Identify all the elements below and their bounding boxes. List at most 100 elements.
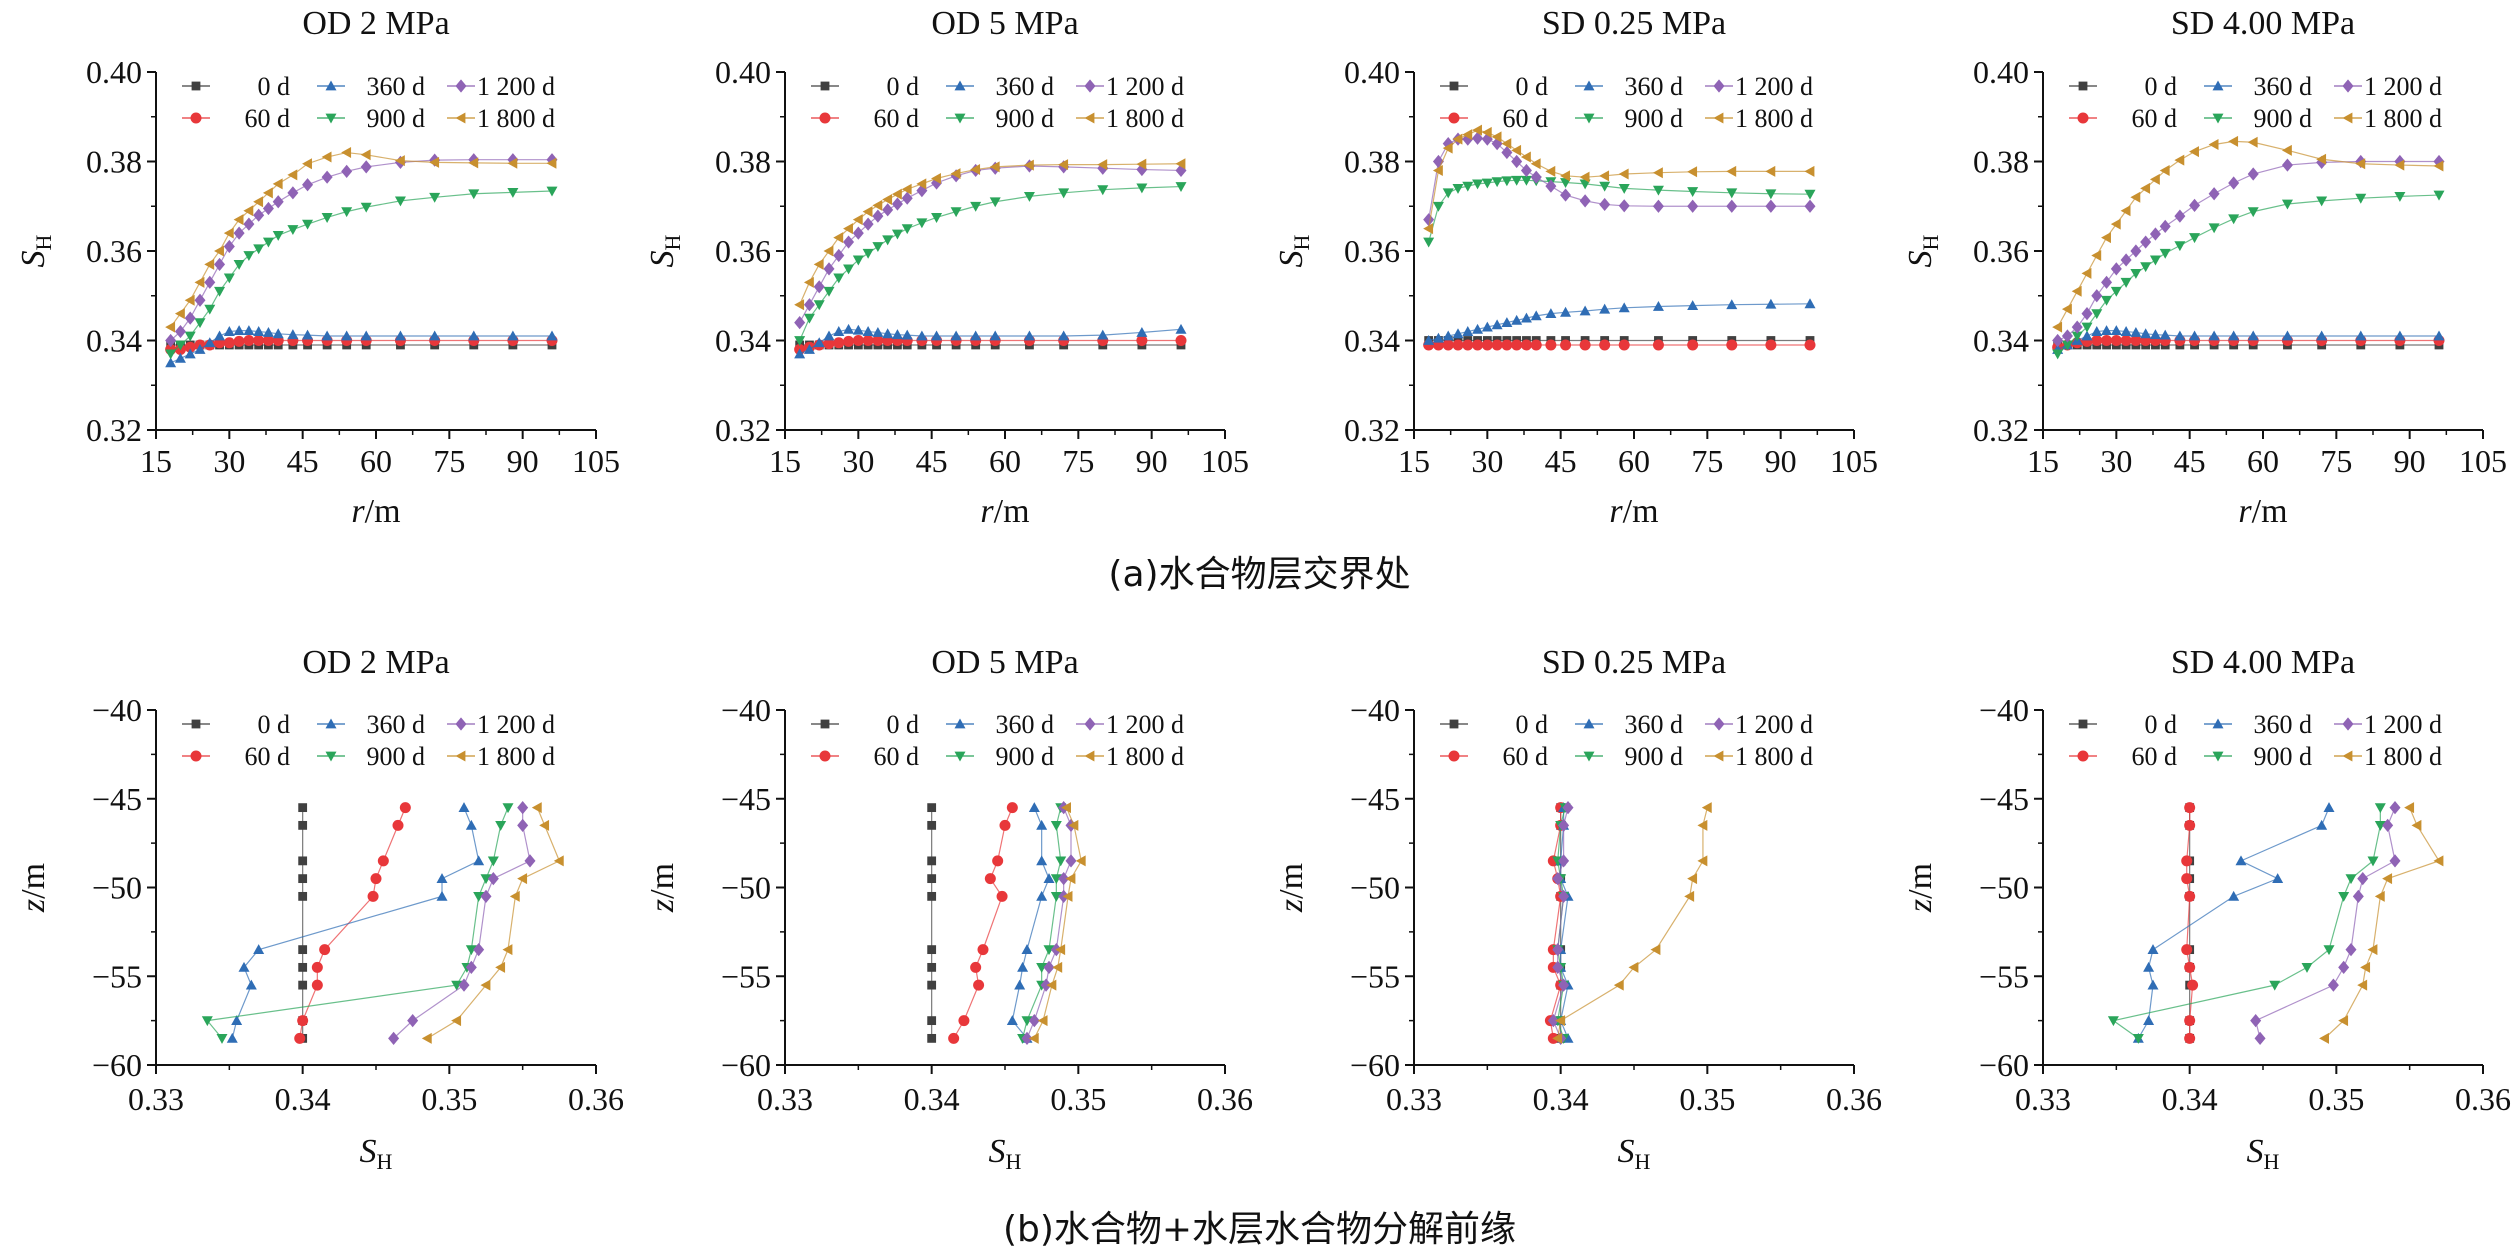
data-point (1765, 199, 1777, 213)
data-point (2319, 1032, 2329, 1044)
legend-marker (954, 751, 966, 762)
data-point (214, 245, 224, 257)
data-point (794, 299, 805, 311)
data-point (2250, 1014, 2262, 1028)
data-point (2433, 160, 2444, 172)
data-point (2159, 164, 2170, 176)
legend-marker (455, 79, 467, 93)
data-point (1501, 176, 1513, 187)
legend-marker (191, 719, 201, 729)
legend-label: 1 800 d (1106, 742, 1184, 771)
data-point (1136, 335, 1148, 346)
data-point (2355, 158, 2366, 170)
data-point (891, 188, 902, 200)
x-tick-label: 30 (1471, 443, 1503, 479)
data-point (2184, 802, 2196, 814)
series-line (1428, 129, 1810, 229)
data-point (1021, 1031, 1033, 1045)
data-point (1687, 873, 1698, 885)
y-tick-label: 0.36 (1973, 233, 2029, 269)
data-point (243, 325, 255, 336)
data-point (862, 206, 873, 218)
data-point (950, 207, 962, 218)
y-tick-label: −45 (1350, 781, 1400, 817)
legend-label: 0 d (1516, 710, 1549, 739)
data-point (480, 979, 491, 991)
data-point (507, 187, 519, 198)
data-point (1687, 300, 1699, 310)
data-point (1804, 339, 1816, 351)
data-point (2061, 329, 2073, 343)
y-tick-label: −60 (721, 1047, 771, 1083)
data-point (1618, 168, 1629, 180)
data-point (311, 979, 323, 991)
data-point (287, 225, 299, 236)
chart-title: OD 5 MPa (931, 644, 1078, 681)
legend-label: 900 d (1625, 104, 1684, 133)
data-point (1560, 339, 1572, 351)
data-point (341, 147, 352, 159)
data-point (901, 329, 913, 340)
legend-label: 900 d (2254, 104, 2313, 133)
data-point (1036, 890, 1048, 901)
series-line (2186, 807, 2194, 1039)
data-point (2367, 856, 2379, 867)
legend-label: 60 d (245, 742, 291, 771)
data-point (1462, 326, 1474, 336)
legend-label: 360 d (2254, 72, 2313, 101)
data-point (1481, 126, 1492, 138)
x-tick-label: 0.34 (2162, 1081, 2218, 1117)
x-tick-label: 0.33 (2015, 1081, 2071, 1117)
data-point (2189, 146, 2199, 158)
data-point (2345, 943, 2357, 957)
data-point (546, 186, 558, 197)
data-point (272, 195, 284, 209)
x-tick-label: 15 (769, 443, 801, 479)
data-point (950, 330, 962, 341)
data-point (1472, 179, 1484, 190)
legend-label: 1 800 d (477, 104, 555, 133)
y-axis-label: SH (1902, 234, 1943, 267)
data-point (2228, 135, 2239, 147)
data-point (2404, 802, 2415, 814)
data-point (1046, 979, 1057, 991)
data-point (1136, 183, 1148, 194)
data-point (2052, 321, 2063, 333)
data-point (843, 235, 855, 249)
data-point (882, 203, 894, 217)
legend-marker (2077, 750, 2089, 762)
data-point (2411, 819, 2422, 831)
data-point (950, 168, 961, 180)
data-point (436, 873, 448, 884)
data-point (311, 961, 323, 973)
data-point (2355, 193, 2367, 204)
data-point (931, 330, 943, 341)
data-point (1552, 872, 1564, 886)
x-tick-label: 45 (916, 443, 948, 479)
data-point (823, 286, 835, 297)
legend-marker (1713, 717, 1725, 731)
data-point (999, 819, 1011, 831)
legend-marker (2342, 79, 2354, 93)
data-point (2120, 205, 2131, 217)
data-point (298, 962, 308, 972)
legend-marker (1583, 751, 1595, 762)
x-tick-label: 15 (2027, 443, 2059, 479)
data-point (2281, 330, 2293, 341)
data-point (1652, 167, 1663, 179)
data-point (1599, 197, 1611, 212)
data-point (294, 1032, 306, 1044)
data-point (2272, 873, 2284, 884)
data-point (194, 293, 206, 307)
x-tick-label: 60 (989, 443, 1021, 479)
data-point (2140, 262, 2152, 273)
data-point (321, 170, 333, 184)
y-tick-label: 0.38 (86, 144, 142, 180)
data-point (451, 980, 463, 991)
data-point (201, 1016, 213, 1027)
data-point (1520, 163, 1532, 178)
data-point (480, 874, 492, 885)
data-point (194, 318, 206, 329)
data-point (2394, 330, 2406, 341)
data-point (321, 330, 333, 341)
